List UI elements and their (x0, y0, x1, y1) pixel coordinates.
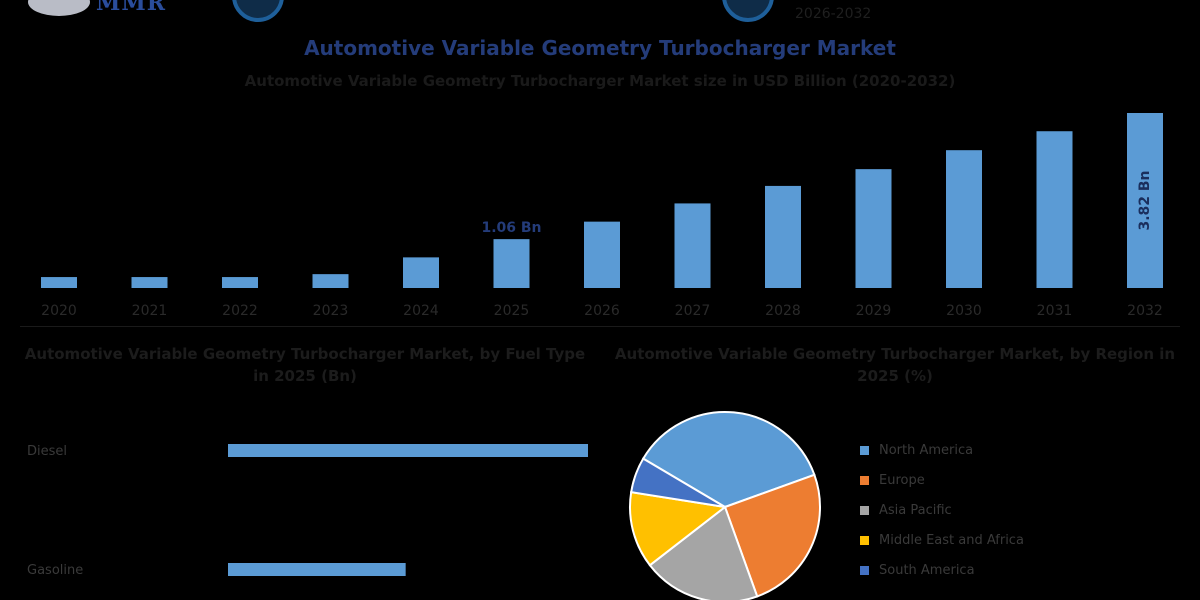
x-tick-label: 2024 (403, 303, 439, 319)
bar-2025 (493, 239, 530, 288)
bar-2022 (222, 277, 258, 288)
legend-swatch (860, 475, 869, 485)
bar-2027 (674, 203, 711, 288)
data-label: 1.06 Bn (481, 220, 541, 236)
bar-2021 (131, 277, 168, 288)
x-tick-label: 2023 (313, 303, 349, 319)
header-forecast-period: 2026-2032 (795, 6, 872, 22)
bar-2031 (1036, 131, 1073, 288)
header-circle-icon (722, 0, 774, 22)
legend-label: Europe (879, 472, 925, 488)
legend-item: South America (860, 560, 975, 580)
legend-swatch (860, 535, 869, 545)
legend-item: Asia Pacific (860, 500, 952, 520)
bar-2020 (41, 277, 77, 288)
legend-label: North America (879, 442, 974, 458)
legend-label: Asia Pacific (879, 502, 952, 518)
bar-2023 (312, 274, 349, 288)
fuel-category-label: Diesel (27, 444, 67, 459)
header-circle-icon (232, 0, 284, 22)
pie-slice-europe (723, 473, 821, 598)
bar-2030 (946, 150, 982, 288)
logo-text: MMR (96, 0, 166, 16)
legend-label: South America (879, 562, 975, 578)
region-chart-title: Automotive Variable Geometry Turbocharge… (614, 345, 1176, 385)
x-tick-label: 2027 (675, 303, 711, 319)
x-tick-label: 2021 (132, 303, 168, 319)
bar-2026 (584, 221, 620, 288)
data-label: 3.82 Bn (1137, 170, 1153, 230)
x-tick-label: 2032 (1127, 303, 1163, 319)
x-tick-label: 2031 (1037, 303, 1073, 319)
page-title: Automotive Variable Geometry Turbocharge… (304, 36, 896, 60)
legend-swatch (860, 445, 869, 455)
pie-slice-south-america (630, 457, 726, 508)
section-divider (20, 326, 1180, 327)
legend-label: Middle East and Africa (879, 532, 1024, 548)
x-tick-label: 2029 (856, 303, 892, 319)
x-tick-label: 2020 (41, 303, 77, 319)
bar-2032 (1127, 113, 1163, 288)
fuel-bar-diesel (228, 444, 588, 457)
pie-slice-middle-east-and-africa (629, 490, 728, 567)
legend-item: North America (860, 440, 973, 460)
x-tick-label: 2026 (584, 303, 620, 319)
bar-2029 (855, 169, 892, 288)
legend-item: Europe (860, 470, 925, 490)
page-subtitle: Automotive Variable Geometry Turbocharge… (244, 72, 956, 90)
legend-swatch (860, 565, 869, 575)
x-tick-label: 2022 (222, 303, 258, 319)
market-size-bar-chart: 2020 2021 2022 2023 2024 2025 1.06 Bn 2026 2027 2… (41, 113, 1163, 319)
x-tick-label: 2028 (765, 303, 801, 319)
legend-item: Middle East and Africa (860, 530, 1024, 550)
x-tick-label: 2025 (494, 303, 530, 319)
region-pie-chart (629, 411, 821, 600)
pie-slice-asia-pacific (648, 505, 759, 600)
legend-swatch (860, 505, 869, 515)
x-tick-label: 2030 (946, 303, 982, 319)
fuel-category-label: Gasoline (27, 563, 83, 578)
bar-2028 (765, 185, 801, 288)
fuel-bar-gasoline (228, 563, 406, 576)
bar-2024 (403, 257, 439, 288)
fuel-type-bar-chart: Diesel Gasoline (27, 444, 588, 578)
fuel-type-chart-title: Automotive Variable Geometry Turbocharge… (24, 345, 586, 385)
logo-emblem (28, 0, 90, 16)
